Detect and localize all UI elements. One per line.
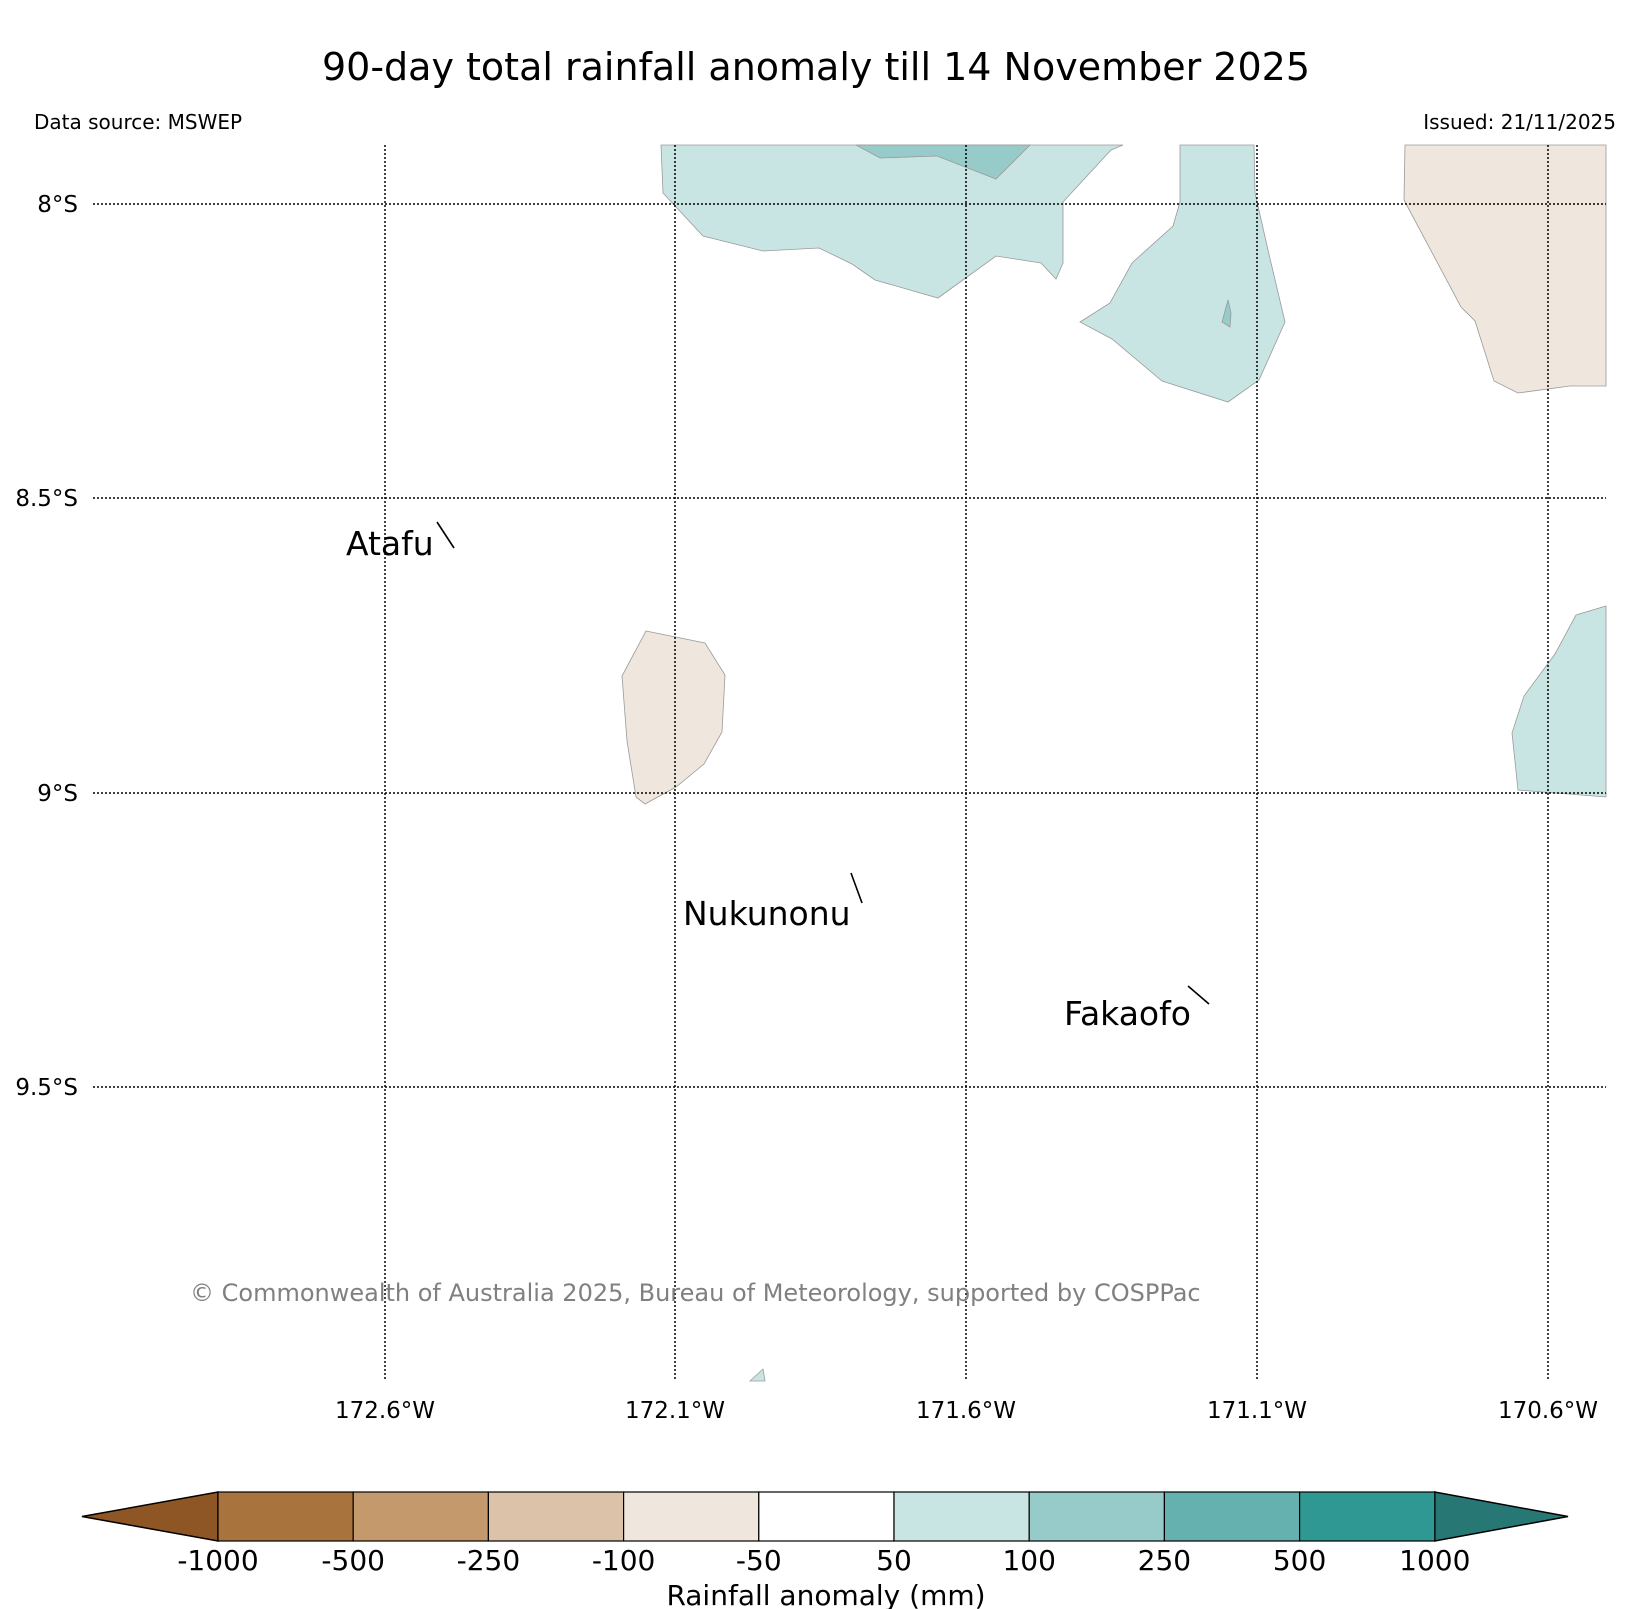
colorbar-segment [1163, 1491, 1301, 1542]
lon-label: 171.6°W [916, 1398, 1016, 1424]
colorbar-tick-label: -1000 [177, 1544, 258, 1577]
colorbar-extend-over [1434, 1491, 1569, 1542]
colorbar-segment [893, 1491, 1030, 1542]
atafu-outline [436, 521, 455, 549]
colorbar-tick-label: -250 [457, 1544, 521, 1577]
colorbar-tick-label: 50 [876, 1544, 912, 1577]
latitude-labels: 8°S 8.5°S 9°S 9.5°S [15, 192, 78, 1101]
lon-label: 171.1°W [1207, 1398, 1307, 1424]
colorbar-tick-label: -500 [321, 1544, 385, 1577]
anomaly-region-east-spot [1221, 299, 1232, 328]
place-label-atafu: Atafu [346, 524, 434, 563]
lon-label: 172.1°W [625, 1398, 725, 1424]
anomaly-region-north [660, 144, 1124, 299]
anomaly-region-central-dry [621, 630, 726, 805]
copyright-notice: © Commonwealth of Australia 2025, Bureau… [190, 1279, 1201, 1307]
anomaly-region-southeast-wet [1511, 605, 1607, 798]
anomaly-region-north-strong [855, 144, 1031, 180]
colorbar-segment [1298, 1491, 1436, 1542]
lon-label: 170.6°W [1498, 1398, 1598, 1424]
fakaofo-outline [1187, 985, 1210, 1005]
issued-date-label: Issued: 21/11/2025 [1423, 110, 1616, 134]
lon-label: 172.6°W [335, 1398, 435, 1424]
colorbar-tick-label: 1000 [1399, 1544, 1470, 1577]
colorbar-ticks: -1000 -500 -250 -100 -50 50 100 250 500 1000 [177, 1544, 1470, 1577]
colorbar-tick-label: -50 [736, 1544, 782, 1577]
colorbar-segments [81, 1491, 1569, 1542]
lat-label: 8°S [37, 192, 78, 218]
colorbar-segment [217, 1491, 354, 1542]
place-label-fakaofo: Fakaofo [1064, 994, 1191, 1033]
map-title: 90-day total rainfall anomaly till 14 No… [322, 45, 1310, 89]
colorbar-segment [1028, 1491, 1165, 1542]
anomaly-region-south-sliver [748, 1368, 766, 1382]
colorbar-tick-label: 500 [1273, 1544, 1326, 1577]
colorbar-segment [352, 1491, 490, 1542]
gridlines [93, 145, 1606, 1381]
colorbar-label: Rainfall anomaly (mm) [666, 1579, 985, 1609]
colorbar-segment [622, 1491, 760, 1542]
place-label-nukunonu: Nukunonu [683, 894, 851, 933]
anomaly-region-east-wet [1079, 144, 1286, 403]
colorbar-tick-label: -100 [592, 1544, 656, 1577]
longitude-labels: 172.6°W 172.1°W 171.6°W 171.1°W 170.6°W [335, 1398, 1598, 1424]
colorbar-extend-under [81, 1491, 219, 1542]
nukunonu-outline [850, 872, 863, 904]
anomaly-region-northeast-dry [1403, 144, 1607, 394]
data-source-label: Data source: MSWEP [34, 110, 242, 134]
colorbar-tick-label: 250 [1138, 1544, 1191, 1577]
colorbar: -1000 -500 -250 -100 -50 50 100 250 500 1000 Rain… [81, 1491, 1569, 1609]
lat-label: 9.5°S [15, 1075, 78, 1101]
atolls [436, 521, 1210, 1005]
colorbar-segment [487, 1491, 625, 1542]
lat-label: 8.5°S [15, 486, 78, 512]
colorbar-segment [758, 1491, 895, 1542]
anomaly-regions [621, 144, 1607, 1382]
lat-label: 9°S [37, 781, 78, 807]
colorbar-tick-label: 100 [1002, 1544, 1055, 1577]
